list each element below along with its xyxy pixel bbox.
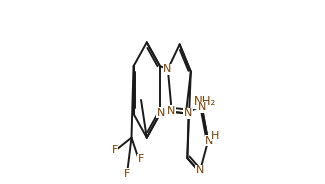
Text: N: N [198, 102, 207, 112]
Text: NH₂: NH₂ [194, 95, 216, 108]
Text: F: F [137, 155, 144, 164]
Text: N: N [205, 136, 214, 146]
Text: N: N [157, 108, 165, 118]
Text: N: N [195, 165, 204, 175]
Text: F: F [124, 169, 131, 179]
Text: N: N [163, 64, 172, 74]
Text: F: F [111, 145, 118, 155]
Text: N: N [184, 108, 192, 118]
Text: H: H [211, 131, 219, 141]
Text: N: N [167, 106, 176, 116]
